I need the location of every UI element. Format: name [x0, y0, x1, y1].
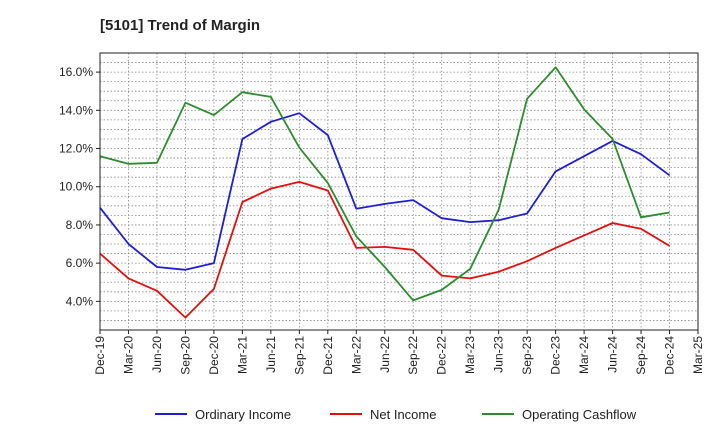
legend-label-operating-cashflow: Operating Cashflow [522, 407, 637, 422]
x-tick-label: Sep-20 [178, 336, 192, 375]
x-tick-label: Dec-22 [435, 336, 449, 375]
x-tick-label: Jun-23 [492, 336, 506, 373]
legend-label-net-income: Net Income [370, 407, 436, 422]
x-tick-label: Dec-23 [549, 336, 563, 375]
series-line-net-income [99, 180, 670, 319]
x-tick-label: Sep-22 [406, 336, 420, 375]
legend: Ordinary Income Net Income Operating Cashf… [155, 407, 637, 422]
x-tick-label: Jun-20 [150, 336, 164, 373]
y-tick-label: 8.0% [66, 218, 94, 232]
x-axis: Dec-19 Mar-20 Jun-20 Sep-20 Dec-20 Mar-21 Jun-… [93, 330, 705, 375]
y-tick-label: 10.0% [59, 180, 93, 194]
x-tick-label: Jun-24 [606, 336, 620, 373]
x-tick-label: Jun-22 [378, 336, 392, 373]
y-tick-label: 6.0% [66, 256, 94, 270]
x-tick-label: Mar-24 [577, 336, 591, 374]
x-tick-label: Mar-20 [121, 336, 135, 374]
x-tick-label: Sep-23 [520, 336, 534, 375]
y-tick-label: 4.0% [66, 294, 94, 308]
series-line-ordinary-income [99, 112, 671, 271]
y-tick-label: 14.0% [59, 103, 93, 117]
x-tick-label: Sep-21 [292, 336, 306, 375]
y-axis: 4.0% 6.0% 8.0% 10.0% 12.0% 14.0% 16.0% [59, 65, 100, 308]
x-tick-label: Mar-22 [349, 336, 363, 374]
chart-title: [5101] Trend of Margin [100, 17, 260, 34]
y-tick-label: 12.0% [59, 142, 93, 156]
legend-label-ordinary-income: Ordinary Income [195, 407, 291, 422]
x-tick-label: Jun-21 [264, 336, 278, 373]
x-tick-label: Sep-24 [634, 336, 648, 375]
x-tick-label: Dec-20 [207, 336, 221, 375]
y-tick-label: 16.0% [59, 65, 93, 79]
x-tick-label: Dec-21 [321, 336, 335, 375]
series-lines [99, 66, 671, 319]
x-tick-label: Dec-19 [93, 336, 107, 375]
x-tick-label: Mar-21 [235, 336, 249, 374]
x-tick-label: Dec-24 [663, 336, 677, 375]
series-line-operating-cashflow [99, 66, 670, 302]
grid [100, 53, 698, 330]
x-tick-label: Mar-25 [691, 336, 705, 374]
x-tick-label: Mar-23 [463, 336, 477, 374]
plot-frame [99, 52, 699, 331]
